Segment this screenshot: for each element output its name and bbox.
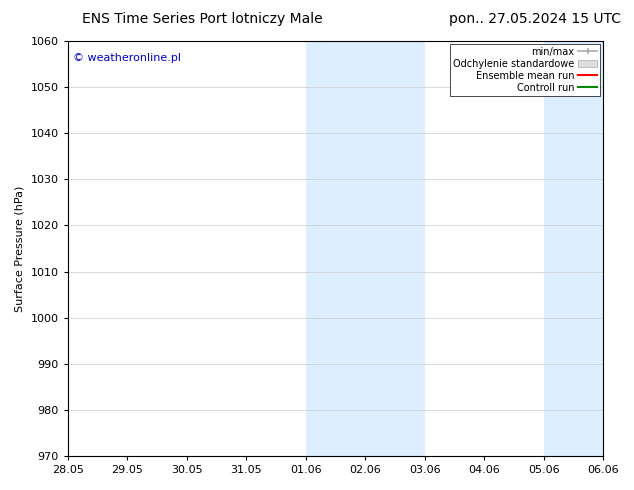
Text: pon.. 27.05.2024 15 UTC: pon.. 27.05.2024 15 UTC: [450, 12, 621, 26]
Legend: min/max, Odchylenie standardowe, Ensemble mean run, Controll run: min/max, Odchylenie standardowe, Ensembl…: [450, 44, 600, 96]
Bar: [544, 41, 603, 456]
Y-axis label: Surface Pressure (hPa): Surface Pressure (hPa): [15, 185, 25, 312]
Text: ENS Time Series Port lotniczy Male: ENS Time Series Port lotniczy Male: [82, 12, 323, 26]
Bar: [306, 41, 425, 456]
Text: © weatheronline.pl: © weatheronline.pl: [73, 53, 181, 64]
